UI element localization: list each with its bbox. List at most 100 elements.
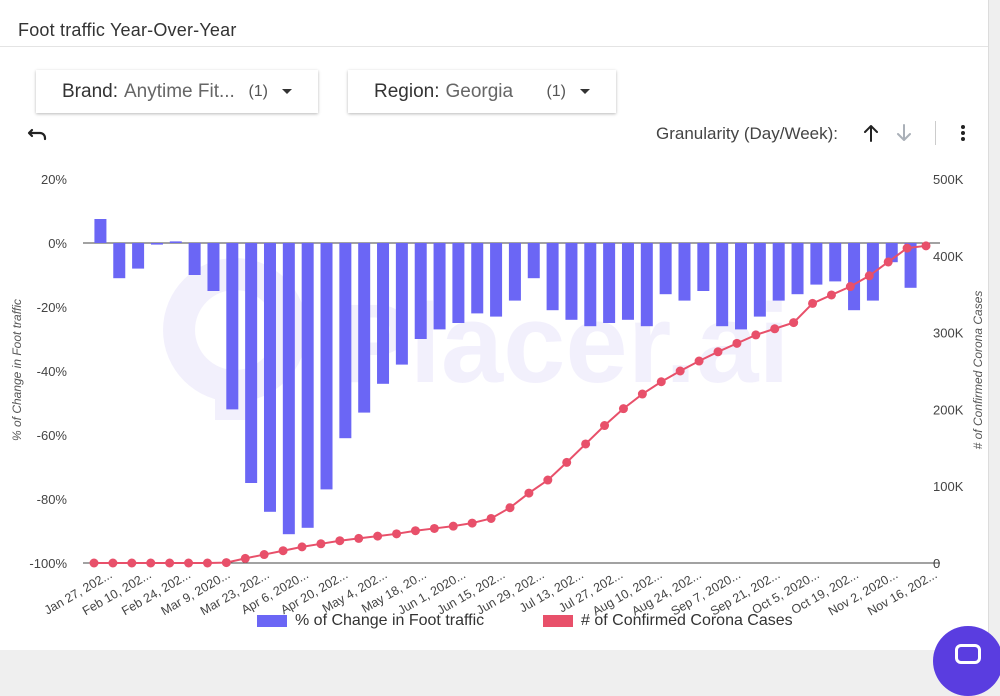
bar[interactable] bbox=[452, 243, 465, 323]
brand-filter-dropdown[interactable]: Brand: Anytime Fit... (1) bbox=[36, 70, 318, 113]
cases-point[interactable] bbox=[240, 553, 250, 563]
bar[interactable] bbox=[245, 243, 258, 483]
cases-point[interactable] bbox=[524, 488, 534, 498]
cases-point[interactable] bbox=[751, 330, 761, 340]
bar[interactable] bbox=[791, 243, 804, 295]
bar[interactable] bbox=[132, 243, 145, 269]
cases-point[interactable] bbox=[278, 546, 288, 556]
cases-point[interactable] bbox=[259, 550, 269, 560]
cases-point[interactable] bbox=[335, 536, 345, 546]
bar[interactable] bbox=[659, 243, 672, 295]
cases-point[interactable] bbox=[316, 539, 326, 549]
cases-point[interactable] bbox=[297, 542, 307, 552]
bar[interactable] bbox=[640, 243, 653, 327]
cases-point[interactable] bbox=[429, 523, 439, 533]
bar[interactable] bbox=[527, 243, 540, 279]
bar[interactable] bbox=[301, 243, 314, 528]
bar[interactable] bbox=[904, 243, 917, 288]
brand-filter-colon: : bbox=[112, 80, 118, 102]
cases-point[interactable] bbox=[694, 356, 704, 366]
cases-point[interactable] bbox=[202, 558, 212, 568]
region-filter-dropdown[interactable]: Region: Georgia (1) bbox=[348, 70, 616, 113]
bar[interactable] bbox=[678, 243, 691, 301]
cases-point[interactable] bbox=[89, 558, 99, 568]
cases-point[interactable] bbox=[543, 475, 553, 485]
cases-point[interactable] bbox=[864, 271, 874, 281]
undo-icon[interactable] bbox=[27, 124, 49, 144]
cases-point[interactable] bbox=[354, 533, 364, 543]
legend-item-corona-cases[interactable]: # of Confirmed Corona Cases bbox=[543, 612, 793, 630]
bar[interactable] bbox=[263, 243, 276, 512]
cases-point[interactable] bbox=[392, 529, 402, 539]
arrow-up-icon[interactable] bbox=[862, 123, 880, 143]
cases-point[interactable] bbox=[826, 290, 836, 300]
cases-point[interactable] bbox=[921, 241, 931, 251]
bar[interactable] bbox=[188, 243, 201, 275]
cases-point[interactable] bbox=[165, 558, 175, 568]
bar[interactable] bbox=[226, 243, 239, 410]
bar[interactable] bbox=[414, 243, 427, 339]
bar[interactable] bbox=[584, 243, 597, 327]
legend-item-foot-traffic[interactable]: % of Change in Foot traffic bbox=[257, 612, 484, 630]
bar[interactable] bbox=[735, 243, 748, 330]
cases-point[interactable] bbox=[902, 243, 912, 253]
cases-point[interactable] bbox=[883, 257, 893, 267]
cases-point[interactable] bbox=[127, 558, 137, 568]
bar[interactable] bbox=[772, 243, 785, 301]
cases-point[interactable] bbox=[600, 421, 610, 431]
cases-point[interactable] bbox=[656, 377, 666, 387]
bar[interactable] bbox=[810, 243, 823, 285]
bar[interactable] bbox=[358, 243, 371, 413]
bar[interactable] bbox=[339, 243, 352, 439]
bar[interactable] bbox=[150, 243, 163, 245]
cases-point[interactable] bbox=[562, 457, 572, 467]
bar[interactable] bbox=[546, 243, 559, 311]
cases-point[interactable] bbox=[581, 439, 591, 449]
bar[interactable] bbox=[395, 243, 408, 365]
bar[interactable] bbox=[697, 243, 710, 291]
bar[interactable] bbox=[508, 243, 521, 301]
bar[interactable] bbox=[207, 243, 220, 291]
cases-point[interactable] bbox=[770, 324, 780, 334]
bar[interactable] bbox=[603, 243, 616, 323]
cases-point[interactable] bbox=[108, 558, 118, 568]
cases-point[interactable] bbox=[808, 298, 818, 308]
cases-point[interactable] bbox=[373, 531, 383, 541]
bar[interactable] bbox=[169, 241, 182, 243]
bar[interactable] bbox=[621, 243, 634, 320]
bar[interactable] bbox=[716, 243, 729, 327]
cases-point[interactable] bbox=[448, 521, 458, 531]
y-right-tick-label: 200K bbox=[933, 402, 964, 417]
bar[interactable] bbox=[829, 243, 842, 282]
bar[interactable] bbox=[94, 219, 107, 243]
cases-point[interactable] bbox=[789, 318, 799, 328]
bar[interactable] bbox=[565, 243, 578, 320]
cases-point[interactable] bbox=[713, 347, 723, 357]
cases-point[interactable] bbox=[637, 389, 647, 399]
cases-point[interactable] bbox=[221, 558, 231, 568]
more-vert-icon[interactable] bbox=[957, 123, 969, 143]
bar[interactable] bbox=[471, 243, 484, 314]
cases-point[interactable] bbox=[675, 366, 685, 376]
bar[interactable] bbox=[753, 243, 766, 317]
cases-point[interactable] bbox=[505, 503, 515, 513]
bar[interactable] bbox=[866, 243, 879, 301]
cases-point[interactable] bbox=[146, 558, 156, 568]
cases-point[interactable] bbox=[732, 338, 742, 348]
cases-point[interactable] bbox=[845, 282, 855, 292]
cases-point[interactable] bbox=[410, 526, 420, 536]
bar[interactable] bbox=[433, 243, 446, 330]
bar[interactable] bbox=[320, 243, 333, 490]
bar[interactable] bbox=[848, 243, 861, 311]
cases-point[interactable] bbox=[486, 513, 496, 523]
legend-swatch bbox=[543, 615, 573, 627]
cases-point[interactable] bbox=[618, 404, 628, 414]
bar[interactable] bbox=[490, 243, 503, 317]
cases-point[interactable] bbox=[467, 518, 477, 528]
bar[interactable] bbox=[282, 243, 295, 535]
bar[interactable] bbox=[377, 243, 390, 384]
arrow-down-icon[interactable] bbox=[895, 123, 913, 143]
cases-point[interactable] bbox=[184, 558, 194, 568]
toolbar-divider bbox=[935, 121, 936, 145]
bar[interactable] bbox=[113, 243, 126, 279]
